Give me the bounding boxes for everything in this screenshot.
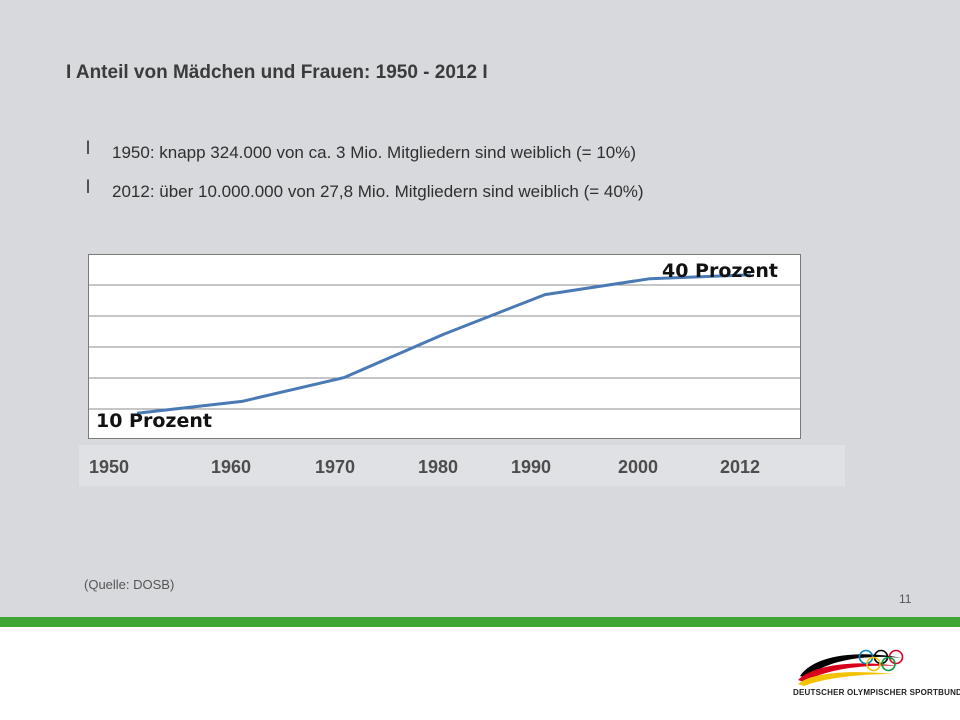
bullet-2012: l 2012: über 10.000.000 von 27,8 Mio. Mit… [86, 177, 644, 201]
x-tick-label-1960: 1960 [211, 457, 252, 477]
bullet-1950: l 1950: knapp 324.000 von ca. 3 Mio. Mitg… [86, 138, 637, 162]
bullet-text: 2012: über 10.000.000 von 27,8 Mio. Mitg… [112, 182, 644, 201]
series-line [136, 273, 752, 415]
x-axis-band [79, 445, 845, 486]
x-tick-label-1970: 1970 [315, 457, 356, 477]
x-tick-label-2000: 2000 [618, 457, 659, 477]
x-tick-label-1950: 1950 [89, 457, 130, 477]
slide-title: I Anteil von Mädchen und Frauen: 1950 - … [66, 62, 488, 83]
x-tick-label-1990: 1990 [511, 457, 552, 477]
x-tick-label-1980: 1980 [418, 457, 459, 477]
bullet-marker: l [86, 177, 90, 197]
callout-end: 40 Prozent [662, 260, 778, 282]
source-note: (Quelle: DOSB) [84, 577, 175, 592]
bullet-text: 1950: knapp 324.000 von ca. 3 Mio. Mitgl… [112, 143, 637, 162]
line-chart [89, 273, 800, 415]
page-number: 11 [899, 592, 912, 606]
callout-start: 10 Prozent [96, 410, 212, 432]
bullet-marker: l [86, 138, 90, 158]
footer-green-bar [0, 617, 960, 627]
dosb-logo [798, 649, 904, 686]
chart-plot-area [88, 254, 801, 439]
logo-text: DEUTSCHER OLYMPISCHER SPORTBUND [793, 688, 960, 697]
x-tick-label-2012: 2012 [720, 457, 761, 477]
